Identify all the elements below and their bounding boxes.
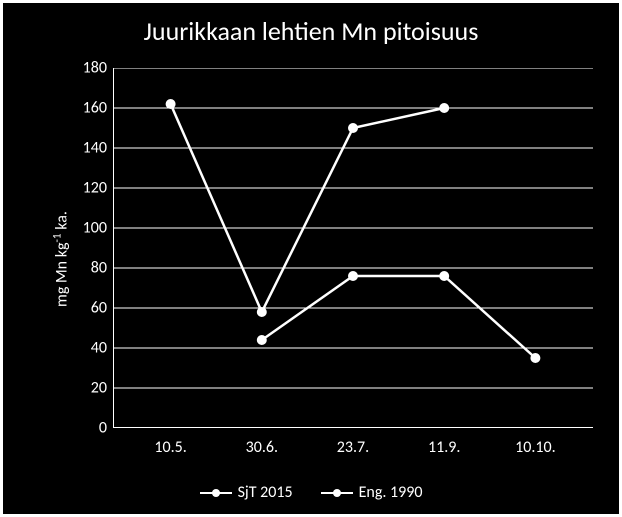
y-tick-label: 60: [73, 299, 107, 318]
y-tick-label: 140: [73, 139, 107, 158]
x-tick-label: 11.9.: [428, 438, 460, 457]
x-tick-label: 10.10.: [515, 438, 556, 457]
legend-marker-icon: [321, 487, 353, 499]
chart-title: Juurikkaan lehtien Mn pitoisuus: [3, 15, 619, 47]
legend-item: Eng. 1990: [321, 483, 423, 502]
y-tick-label: 160: [73, 99, 107, 118]
legend-item: SjT 2015: [200, 483, 293, 502]
y-tick-label: 120: [73, 179, 107, 198]
x-tick-label: 10.5.: [154, 438, 186, 457]
y-tick-label: 0: [73, 419, 107, 438]
y-tick-label: 40: [73, 339, 107, 358]
x-tick-label: 30.6.: [246, 438, 278, 457]
y-tick-label: 100: [73, 219, 107, 238]
y-tick-label: 180: [73, 59, 107, 78]
y-axis-label: mg Mn kg-1 ka.: [50, 211, 71, 307]
legend: SjT 2015 Eng. 1990: [3, 483, 619, 502]
legend-label: SjT 2015: [238, 483, 293, 502]
plot-area: [113, 68, 593, 428]
x-tick-label: 23.7.: [337, 438, 369, 457]
chart-container: Juurikkaan lehtien Mn pitoisuus mg Mn kg…: [0, 0, 622, 517]
legend-marker-icon: [200, 487, 232, 499]
legend-label: Eng. 1990: [359, 483, 423, 502]
y-tick-label: 20: [73, 379, 107, 398]
y-tick-label: 80: [73, 259, 107, 278]
